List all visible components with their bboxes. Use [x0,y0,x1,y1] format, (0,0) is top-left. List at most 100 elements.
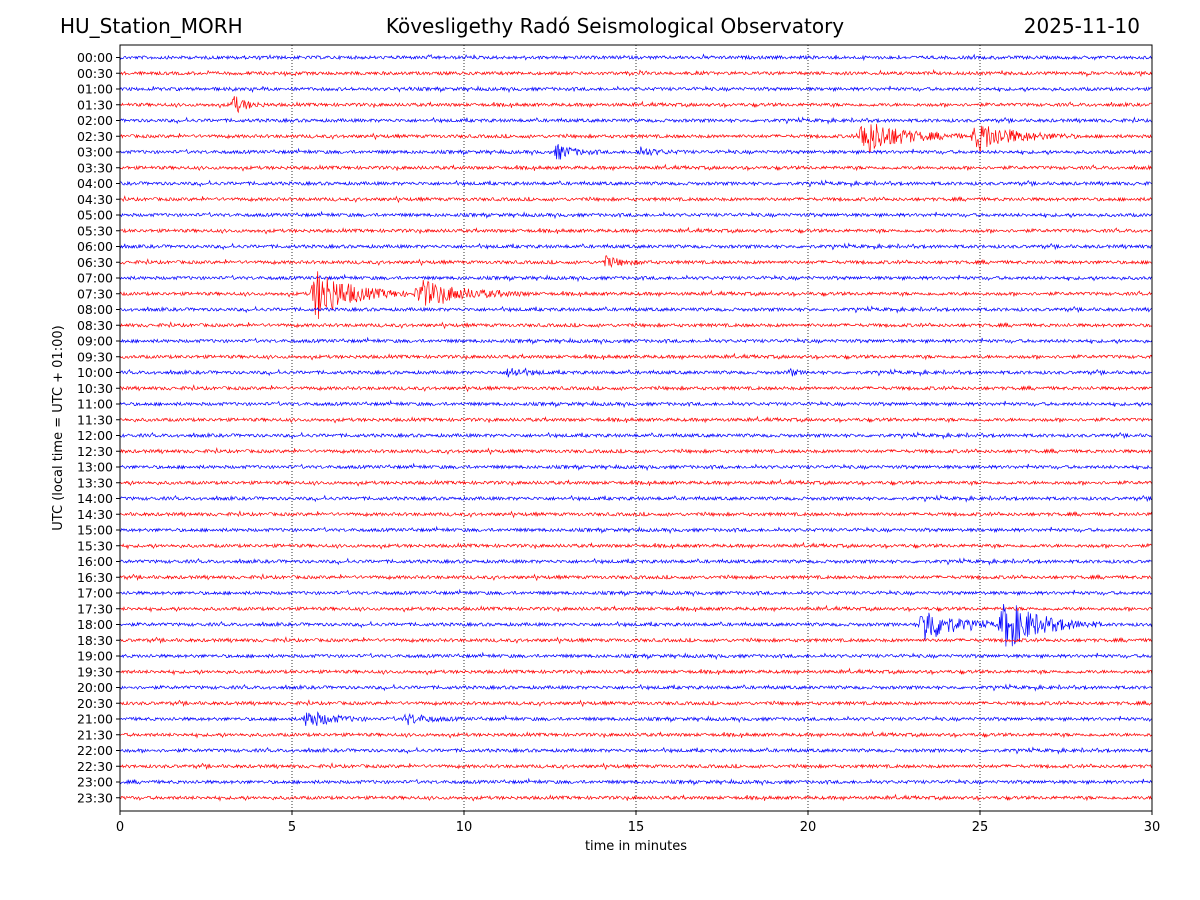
row-label: 02:00 [77,113,113,128]
row-label: 20:00 [77,680,113,695]
row-label: 06:30 [77,255,113,270]
row-label: 23:00 [77,775,113,790]
station-title: HU_Station_MORH [60,14,243,38]
trace-0030 [119,68,1153,78]
row-label: 05:00 [77,208,113,223]
trace-0830 [119,321,1153,330]
trace-0700 [119,273,1153,283]
row-label: 18:00 [77,617,113,632]
x-tick-label: 10 [456,820,473,835]
x-tick-label: 30 [1144,820,1161,835]
trace-1530 [119,541,1153,550]
row-label: 04:00 [77,176,113,191]
x-tick-label: 25 [972,820,989,835]
trace-2030 [119,699,1153,708]
row-label: 21:30 [77,727,113,742]
row-label: 03:30 [77,160,113,175]
row-label: 10:30 [77,381,113,396]
trace-0100 [119,85,1153,94]
trace-1400 [119,494,1153,503]
x-tick-label: 15 [628,820,645,835]
trace-1900 [119,651,1152,661]
trace-0230 [119,123,1153,153]
trace-1500 [119,525,1153,535]
row-label: 19:00 [77,649,113,664]
trace-0930 [119,352,1153,361]
trace-0430 [119,195,1153,204]
trace-1330 [119,478,1153,487]
date-title: 2025-11-10 [1023,14,1140,38]
x-axis-label: time in minutes [585,839,687,854]
seismic-traces [119,53,1153,802]
trace-1800 [119,603,1153,647]
trace-1030 [119,384,1153,393]
row-label: 16:30 [77,570,113,585]
row-label: 04:30 [77,192,113,207]
row-label: 15:00 [77,523,113,538]
row-label: 16:00 [77,554,113,569]
row-label: 14:30 [77,507,113,522]
row-label: 15:30 [77,538,113,553]
row-label: 08:00 [77,302,113,317]
trace-1430 [119,510,1153,519]
trace-1230 [119,447,1153,456]
row-label: 00:30 [77,66,113,81]
row-label: 23:30 [77,790,113,805]
row-label: 09:00 [77,334,113,349]
trace-2130 [119,730,1153,739]
row-label: 11:30 [77,412,113,427]
trace-1000 [119,367,1153,378]
trace-1600 [119,557,1153,566]
trace-1100 [119,399,1153,409]
row-label: 09:30 [77,349,113,364]
y-axis-ticks: 00:0000:3001:0001:3002:0002:3003:0003:30… [77,50,120,805]
trace-1830 [119,636,1153,645]
trace-0300 [119,144,1153,160]
trace-2100 [119,710,1153,726]
trace-0800 [119,305,1153,314]
trace-2330 [119,793,1153,802]
row-label: 02:30 [77,129,113,144]
row-label: 13:00 [77,460,113,475]
trace-2000 [119,683,1153,692]
trace-2200 [119,746,1153,755]
x-tick-label: 20 [800,820,817,835]
trace-2230 [119,762,1153,771]
row-label: 07:00 [77,271,113,286]
row-label: 17:00 [77,586,113,601]
trace-0400 [120,179,1153,188]
x-tick-label: 5 [288,820,296,835]
row-label: 03:00 [77,145,113,160]
trace-0500 [119,210,1153,220]
trace-1200 [119,431,1153,440]
row-label: 08:30 [77,318,113,333]
observatory-title: Kövesligethy Radó Seismological Observat… [385,14,845,38]
trace-1300 [119,462,1153,472]
trace-1700 [119,588,1153,598]
row-label: 21:00 [77,712,113,727]
trace-0630 [119,255,1153,268]
trace-0600 [119,242,1153,251]
trace-0130 [119,96,1153,114]
row-label: 19:30 [77,664,113,679]
row-label: 07:30 [77,286,113,301]
trace-1930 [120,667,1153,676]
row-label: 11:00 [77,397,113,412]
trace-0200 [119,116,1153,125]
row-label: 12:00 [77,428,113,443]
row-label: 10:00 [77,365,113,380]
row-label: 13:30 [77,475,113,490]
row-label: 22:30 [77,759,113,774]
trace-2300 [119,777,1153,787]
y-axis-label: UTC (local time = UTC + 01:00) [51,325,66,530]
trace-0530 [119,226,1153,235]
row-label: 22:00 [77,743,113,758]
trace-0000 [119,53,1153,62]
trace-0330 [119,163,1153,172]
x-tick-label: 0 [116,820,124,835]
x-axis-ticks: 0 5 10 15 20 25 30 [116,811,1160,835]
row-label: 12:30 [77,444,113,459]
row-label: 00:00 [77,50,113,65]
trace-1630 [119,573,1153,582]
